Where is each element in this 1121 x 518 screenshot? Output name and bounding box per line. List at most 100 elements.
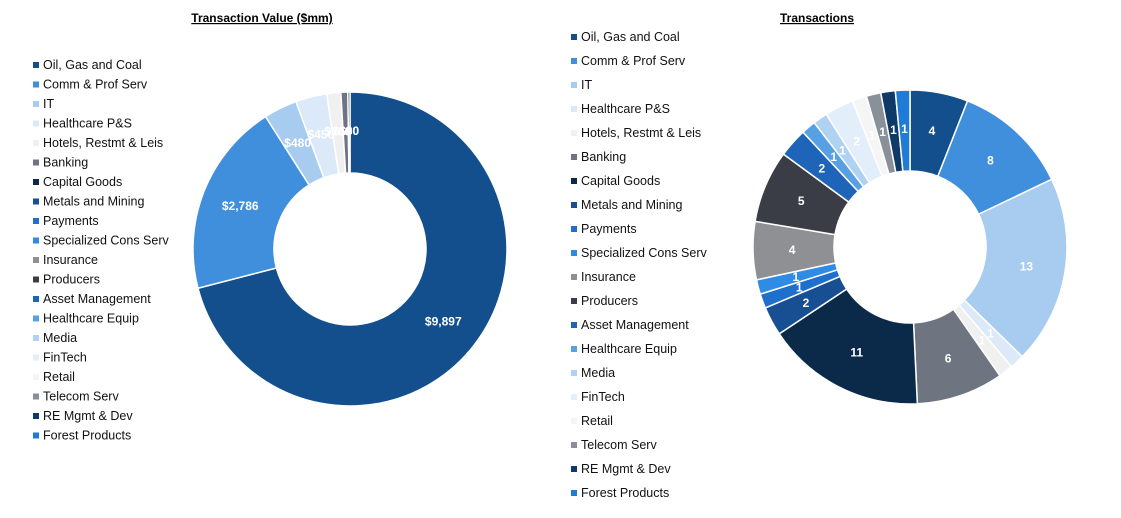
chart1-legend-label-telecom-serv: Telecom Serv	[43, 390, 119, 404]
chart2-data-label-hotels-restmt-and-leis: 1	[979, 333, 986, 347]
chart1-slice-capital-goods	[347, 91, 351, 174]
chart2-legend-swatch-capital-goods	[571, 178, 577, 184]
chart2-legend: Oil, Gas and Coal Comm & Prof Serv IT Healt…	[571, 30, 708, 500]
chart1-legend-label-media: Media	[43, 331, 77, 345]
chart2-data-label-comm-and-prof-serv: 8	[987, 154, 994, 168]
chart2-data-label-healthcare-equip: 1	[830, 150, 837, 164]
chart2-data-label-re-mgmt-and-dev: 1	[890, 123, 897, 137]
chart2-data-label-healthcare-pands: 1	[987, 326, 994, 340]
chart2-data-label-fintech: 2	[853, 135, 860, 149]
chart2-slice-capital-goods	[778, 287, 919, 405]
chart1-legend-swatch-fintech	[33, 354, 39, 361]
chart1-legend-label-insurance: Insurance	[43, 253, 98, 267]
chart2-legend-swatch-re-mgmt-and-dev	[571, 466, 577, 472]
chart2-legend-label-telecom-serv: Telecom Serv	[581, 438, 657, 452]
chart1-legend-swatch-insurance	[33, 257, 39, 263]
chart1-legend-swatch-asset-management	[33, 296, 39, 302]
chart1-legend-label-retail: Retail	[43, 370, 75, 384]
chart2-data-label-telecom-serv: 1	[879, 125, 886, 139]
chart2-data-label-metals-and-mining: 2	[803, 296, 810, 310]
chart1-legend-label-producers: Producers	[43, 273, 100, 287]
chart1-legend-swatch-oil-gas-and-coal	[33, 62, 39, 68]
chart1-legend-swatch-capital-goods	[33, 179, 39, 185]
chart2-data-label-capital-goods: 11	[850, 345, 863, 359]
chart2-slice-it	[963, 178, 1068, 358]
chart1-legend-swatch-payments	[33, 218, 39, 224]
chart1-legend-label-banking: Banking	[43, 156, 88, 170]
chart2-legend-label-capital-goods: Capital Goods	[581, 174, 660, 188]
chart1-legend-label-healthcare-pands: Healthcare P&S	[43, 117, 132, 131]
chart1-legend-label-healthcare-equip: Healthcare Equip	[43, 312, 139, 326]
chart1-legend-swatch-it	[33, 101, 39, 107]
chart2-legend-label-oil-gas-and-coal: Oil, Gas and Coal	[581, 30, 680, 44]
chart2-legend-swatch-retail	[571, 418, 577, 424]
chart1-legend-label-re-mgmt-and-dev: RE Mgmt & Dev	[43, 409, 133, 423]
chart1-legend-swatch-healthcare-pands	[33, 120, 39, 127]
chart1-legend-label-fintech: FinTech	[43, 351, 87, 365]
chart2-legend-label-forest-products: Forest Products	[581, 486, 669, 500]
chart2-legend-label-healthcare-equip: Healthcare Equip	[581, 342, 677, 356]
chart1-legend-swatch-healthcare-equip	[33, 315, 39, 322]
chart2-legend-label-specialized-cons-serv: Specialized Cons Serv	[581, 246, 708, 260]
chart2-legend-label-banking: Banking	[581, 150, 626, 164]
chart1-data-labels: $9,897 $2,786 $480$450$200$100$30	[222, 124, 462, 328]
chart1-legend-swatch-re-mgmt-and-dev	[33, 413, 39, 419]
chart2-data-label-producers: 5	[798, 194, 805, 208]
chart1-data-label-comm-and-prof-serv: $2,786	[222, 199, 259, 213]
chart1-legend: Oil, Gas and Coal Comm & Prof Serv IT Healt…	[33, 58, 170, 443]
chart2-legend-label-media: Media	[581, 366, 615, 380]
chart2-data-label-asset-management: 2	[818, 162, 825, 176]
chart1-legend-swatch-comm-and-prof-serv	[33, 81, 39, 88]
chart2-slice-forest-products	[894, 89, 911, 173]
chart1-legend-swatch-specialized-cons-serv	[33, 237, 39, 244]
chart2-legend-swatch-specialized-cons-serv	[571, 250, 577, 256]
chart2-legend-label-insurance: Insurance	[581, 270, 636, 284]
chart2-data-label-specialized-cons-serv: 1	[793, 270, 800, 284]
chart2-data-label-forest-products: 1	[901, 122, 908, 136]
chart2-legend-label-healthcare-pands: Healthcare P&S	[581, 102, 670, 116]
chart2-legend-label-asset-management: Asset Management	[581, 318, 689, 332]
chart1-legend-label-hotels-restmt-and-leis: Hotels, Restmt & Leis	[43, 136, 163, 150]
chart2-legend-swatch-telecom-serv	[571, 442, 577, 448]
chart1-legend-label-asset-management: Asset Management	[43, 292, 151, 306]
chart2-legend-label-comm-and-prof-serv: Comm & Prof Serv	[581, 54, 686, 68]
chart1-legend-swatch-banking	[33, 159, 39, 166]
chart1-legend-label-oil-gas-and-coal: Oil, Gas and Coal	[43, 58, 142, 72]
chart2-legend-swatch-it	[571, 82, 577, 88]
chart2-legend-swatch-comm-and-prof-serv	[571, 58, 577, 64]
chart2-donut	[752, 89, 1068, 405]
chart1-data-label-it: $480	[284, 136, 311, 150]
chart2-data-label-retail: 1	[869, 128, 876, 142]
chart1-legend-swatch-telecom-serv	[33, 393, 39, 400]
chart1-data-label-healthcare-pands: $450	[307, 128, 334, 142]
chart1-title: Transaction Value ($mm)	[191, 11, 332, 25]
chart1-legend-label-forest-products: Forest Products	[43, 429, 131, 443]
chart2-legend-swatch-hotels-restmt-and-leis	[571, 130, 577, 136]
chart1-legend-swatch-hotels-restmt-and-leis	[33, 140, 39, 146]
chart1-data-label-banking: $100	[332, 124, 359, 138]
chart2-legend-label-it: IT	[581, 78, 592, 92]
chart1-data-label-oil-gas-and-coal: $9,897	[425, 314, 462, 328]
chart2-data-label-oil-gas-and-coal: 4	[929, 124, 936, 138]
chart1-slice-oil-gas-and-coal	[197, 91, 508, 407]
chart1-legend-swatch-forest-products	[33, 432, 39, 439]
chart2-legend-label-fintech: FinTech	[581, 390, 625, 404]
chart1-legend-swatch-media	[33, 335, 39, 341]
chart1-legend-label-it: IT	[43, 97, 54, 111]
chart2-legend-swatch-fintech	[571, 394, 577, 400]
chart1-legend-label-specialized-cons-serv: Specialized Cons Serv	[43, 234, 170, 248]
chart1-legend-swatch-retail	[33, 374, 39, 380]
chart2-legend-swatch-oil-gas-and-coal	[571, 34, 577, 40]
chart2-legend-swatch-asset-management	[571, 322, 577, 328]
chart1-data-label-capital-goods: $30	[339, 124, 359, 138]
chart2-data-label-insurance: 4	[789, 243, 796, 257]
chart2-legend-swatch-producers	[571, 298, 577, 304]
chart2-legend-label-retail: Retail	[581, 414, 613, 428]
chart2-legend-swatch-banking	[571, 154, 577, 160]
chart2-legend-swatch-media	[571, 370, 577, 376]
chart2-legend-label-producers: Producers	[581, 294, 638, 308]
chart1-legend-label-capital-goods: Capital Goods	[43, 175, 122, 189]
chart2-legend-label-metals-and-mining: Metals and Mining	[581, 198, 682, 212]
chart1-legend-label-metals-and-mining: Metals and Mining	[43, 195, 144, 209]
